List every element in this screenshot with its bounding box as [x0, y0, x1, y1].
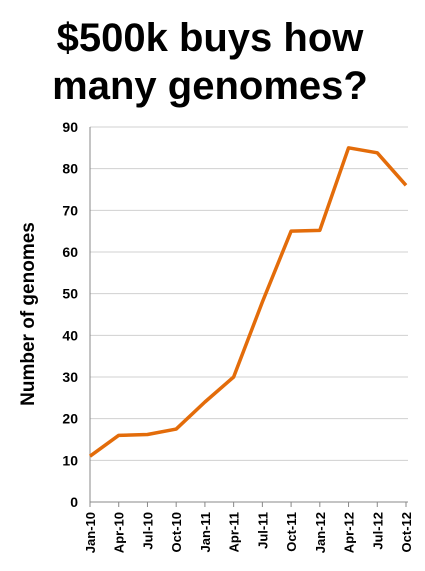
y-tick-label: 80 [62, 161, 78, 177]
y-tick-label: 90 [62, 119, 78, 135]
x-tick-label: Jan-12 [313, 512, 328, 553]
y-tick-label: 40 [62, 327, 78, 343]
x-tick-label: Oct-10 [169, 512, 184, 552]
y-tick-label: 70 [62, 202, 78, 218]
y-tick-label: 0 [70, 494, 78, 510]
y-tick-label: 10 [62, 452, 78, 468]
x-tick-label: Oct-12 [399, 512, 414, 552]
x-tick-label: Jul-11 [255, 512, 270, 549]
data-line [88, 146, 408, 458]
x-tick-label: Jul-10 [140, 512, 155, 550]
x-tick-label: Jul-12 [370, 512, 385, 550]
chart-title: $500k buys how many genomes? [52, 16, 368, 108]
x-tick-label: Apr-12 [342, 512, 357, 553]
y-axis-label: Number of genomes [18, 222, 39, 406]
x-tick-label: Apr-10 [112, 512, 127, 553]
y-tick-label: 30 [62, 369, 78, 385]
x-tick-label: Jan-10 [83, 512, 98, 553]
x-tick-label: Apr-11 [227, 512, 242, 552]
y-tick-label: 20 [62, 411, 78, 427]
y-tick-label: 50 [62, 286, 78, 302]
x-tick-label: Jan-11 [198, 512, 213, 552]
y-tick-label: 60 [62, 244, 78, 260]
x-tick-label: Oct-11 [284, 512, 299, 552]
